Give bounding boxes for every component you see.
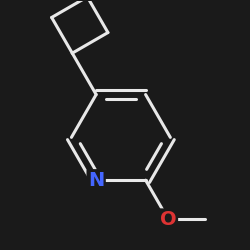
Text: O: O [160,210,176,229]
Text: N: N [88,171,104,190]
